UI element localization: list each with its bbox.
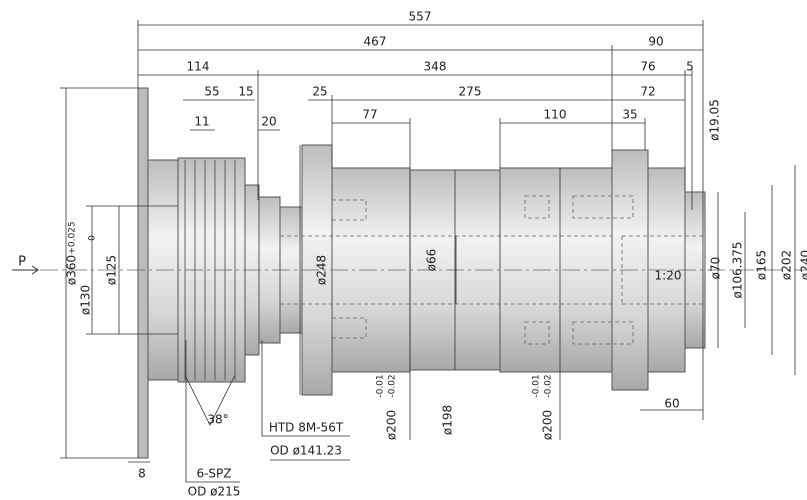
diameter-label: ø130 xyxy=(79,285,93,315)
diameter-label: ø70 xyxy=(709,257,723,280)
dimension-label: 8 xyxy=(138,467,146,481)
diameter-label: ø240 xyxy=(799,250,807,280)
diameter-label: ø200 xyxy=(385,410,399,440)
dimension-label: 15 xyxy=(238,85,253,99)
flange-plate xyxy=(137,87,149,459)
hidden-bolt xyxy=(572,321,634,345)
dimension-label: 77 xyxy=(362,108,377,122)
dimension-label: 275 xyxy=(459,85,482,99)
dimension-label: 35 xyxy=(622,108,637,122)
pulley-note: HTD 8M-56T xyxy=(269,421,344,435)
dimension-label: 90 xyxy=(648,35,663,49)
diameter-label: ø248 xyxy=(315,255,329,285)
dimension-label: 110 xyxy=(544,108,567,122)
hidden-bolt xyxy=(572,195,634,219)
pulley-note: OD ø215 xyxy=(188,485,241,499)
pulley-note: 6-SPZ xyxy=(196,467,231,481)
dimension-label: 38° xyxy=(207,413,228,427)
dimension-lines xyxy=(60,20,796,483)
tolerance-label: -0.02 xyxy=(544,374,554,397)
diameter-label: ø165 xyxy=(755,250,769,280)
hidden-bolt xyxy=(524,321,550,345)
dimension-label: 467 xyxy=(364,35,387,49)
dimension-label: 1:20 xyxy=(655,269,682,283)
hidden-bolt xyxy=(524,195,550,219)
tolerance-label: 0 xyxy=(88,235,98,241)
dimension-label: 114 xyxy=(187,60,210,74)
dimension-label: 557 xyxy=(409,10,432,24)
diameter-label: ø66 xyxy=(425,249,439,272)
tolerance-label: -0.01 xyxy=(376,374,386,397)
dimension-label: 72 xyxy=(640,85,655,99)
dimension-label: 76 xyxy=(640,60,655,74)
diameter-label: ø106.375 xyxy=(731,242,745,299)
vertical-dims xyxy=(60,87,796,459)
diameter-label: ø19.05 xyxy=(708,99,722,141)
hidden-bolt xyxy=(331,199,367,221)
tolerance-label: +0.025 xyxy=(68,221,78,254)
direction-arrow xyxy=(12,265,39,275)
hidden-shaft xyxy=(280,235,612,305)
dimension-label: 11 xyxy=(194,115,209,129)
dimension-label: 25 xyxy=(312,85,327,99)
diameter-label: ø360 xyxy=(65,255,79,285)
dimension-label: 60 xyxy=(664,397,679,411)
extension-lines xyxy=(137,20,704,420)
diameter-label: ø125 xyxy=(105,255,119,285)
dimension-label: P xyxy=(18,255,26,270)
parts xyxy=(137,87,706,459)
leader-lines xyxy=(185,340,350,483)
hidden-bolt xyxy=(331,317,367,339)
diameter-label: ø198 xyxy=(441,405,455,435)
horizontal-dims xyxy=(128,24,703,463)
hidden-bore xyxy=(621,235,705,305)
dimension-label: 348 xyxy=(424,60,447,74)
diameter-label: ø202 xyxy=(780,250,794,280)
tolerance-label: -0.01 xyxy=(532,374,542,397)
pulley-note: OD ø141.23 xyxy=(270,444,342,458)
angle-lines xyxy=(184,374,236,426)
hidden-lines xyxy=(280,195,705,345)
tolerance-label: -0.02 xyxy=(388,374,398,397)
diameter-label: ø200 xyxy=(541,410,555,440)
dimension-label: 55 xyxy=(204,85,219,99)
dimension-label: 5 xyxy=(686,60,694,74)
dimension-label: 20 xyxy=(261,115,276,129)
